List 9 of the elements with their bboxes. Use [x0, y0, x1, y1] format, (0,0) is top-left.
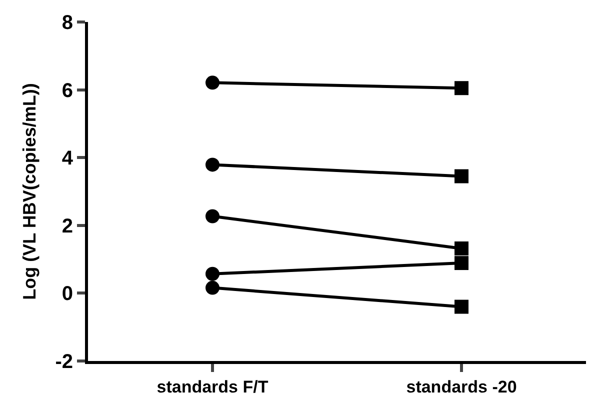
- x-tick-label: standards -20: [406, 377, 517, 396]
- y-tick-label: 6: [62, 80, 73, 102]
- y-tick-label: -2: [55, 351, 73, 373]
- y-tick-label: 8: [62, 12, 73, 34]
- y-tick-label: 2: [62, 215, 73, 238]
- y-tick-label: 0: [62, 283, 73, 306]
- y-axis-title: Log (VL HBV(copies/mL)): [19, 83, 40, 300]
- x-tick-label: standards F/T: [156, 377, 269, 396]
- y-tick-label: 4: [62, 148, 74, 170]
